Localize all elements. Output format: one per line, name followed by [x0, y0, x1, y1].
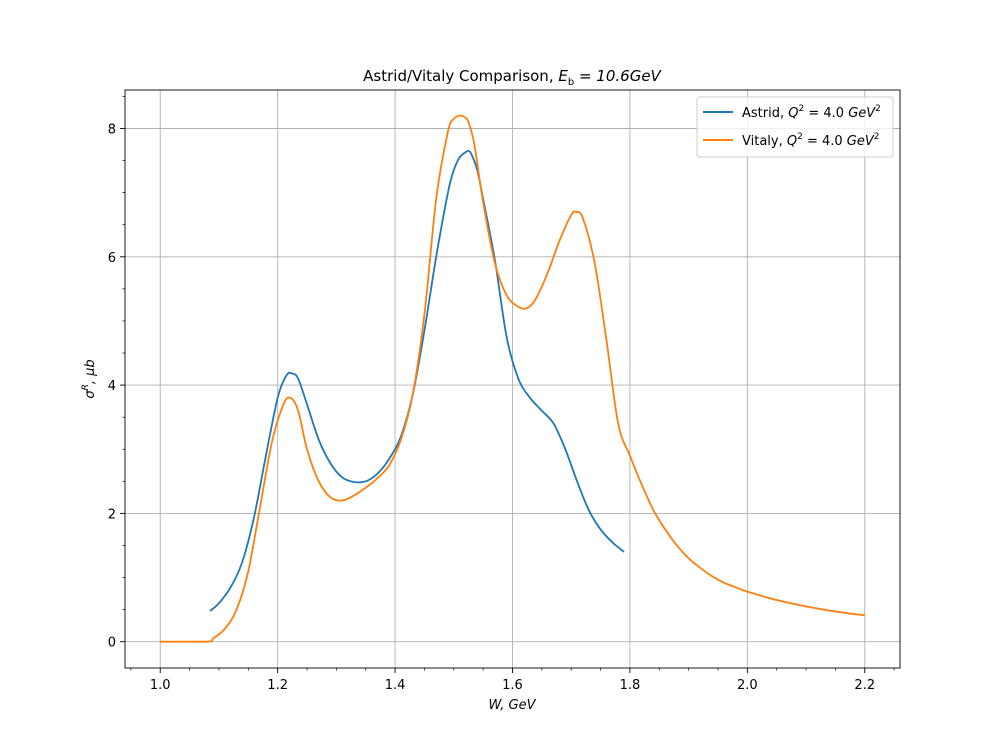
y-tick-label: 2 [108, 507, 116, 522]
legend: Astrid, Q2 = 4.0 GeV2 Vitaly, Q2 = 4.0 G… [696, 96, 894, 158]
legend-box [696, 96, 894, 158]
x-tick-label: 1.4 [385, 678, 406, 693]
y-tick-label: 8 [108, 122, 116, 137]
y-tick-label: 4 [108, 379, 116, 394]
x-tick-label: 1.8 [620, 678, 641, 693]
y-axis-label: σR, μb [81, 359, 98, 398]
y-tick-label: 6 [108, 251, 116, 266]
legend-label-astrid: Astrid, Q2 = 4.0 GeV2 [742, 104, 881, 121]
x-tick-label: 1.2 [267, 678, 288, 693]
series-line-astrid [209, 149, 625, 612]
series-line-vitaly [160, 114, 865, 643]
ticks: 1.0 1.2 1.4 1.6 1.8 2.0 2.2 0 2 4 6 8 [108, 96, 895, 693]
x-axis-label: W, GeV [488, 698, 536, 713]
x-tick-label: 1.6 [502, 678, 523, 693]
chart-title: Astrid/Vitaly Comparison, Eb = 10.6GeV [363, 67, 662, 88]
series-lines [160, 114, 865, 643]
x-tick-label: 2.2 [854, 678, 875, 693]
y-tick-label: 0 [108, 636, 116, 651]
x-tick-label: 2.0 [737, 678, 758, 693]
legend-label-vitaly: Vitaly, Q2 = 4.0 GeV2 [742, 132, 880, 149]
x-tick-label: 1.0 [150, 678, 171, 693]
